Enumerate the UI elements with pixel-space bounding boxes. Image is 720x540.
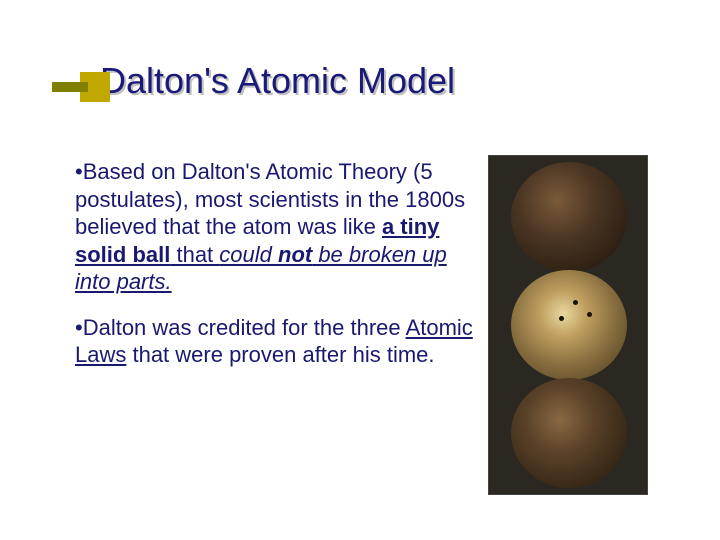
text-run: that were proven after his time. <box>126 342 434 367</box>
text-run: that <box>170 242 219 267</box>
bullet-glyph: • <box>75 159 83 184</box>
bullet-2: •Dalton was credited for the three Atomi… <box>75 314 475 369</box>
title-accent-bar <box>52 82 88 92</box>
slide-title: Dalton's Atomic Model <box>100 60 455 102</box>
atom-spheres-image <box>488 155 648 495</box>
text-emph-not: not <box>278 242 312 267</box>
sphere-bottom <box>511 378 627 488</box>
text-run: could <box>219 242 278 267</box>
text-run: Dalton was credited for the three <box>83 315 406 340</box>
slide-body: •Based on Dalton's Atomic Theory (5 post… <box>75 158 475 387</box>
bullet-glyph: • <box>75 315 83 340</box>
sphere-middle <box>511 270 627 380</box>
bullet-1: •Based on Dalton's Atomic Theory (5 post… <box>75 158 475 296</box>
sphere-top <box>511 162 627 272</box>
